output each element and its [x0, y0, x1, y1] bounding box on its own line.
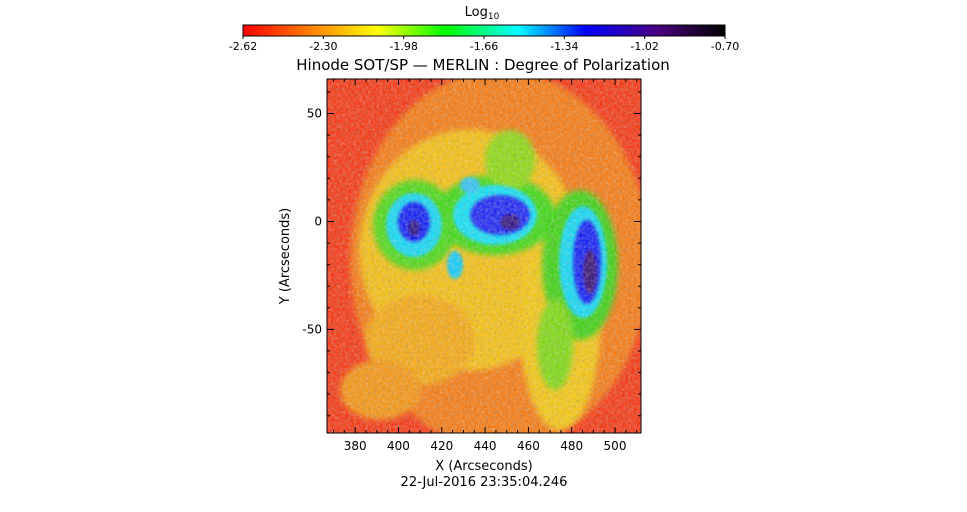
y-axis-ticks: 50 0 -50 — [302, 91, 641, 417]
x-tick-label: 400 — [387, 439, 410, 453]
x-tick-label: 480 — [560, 439, 583, 453]
y-tick-label: 50 — [307, 107, 322, 121]
colorbar-tick-label: -0.70 — [711, 40, 739, 53]
x-axis-ticks: 380 400 420 440 460 480 500 — [332, 79, 638, 453]
colorbar-tick-label: -2.62 — [229, 40, 257, 53]
x-tick-label: 460 — [517, 439, 540, 453]
chart-title: Hinode SOT/SP — MERLIN : Degree of Polar… — [296, 56, 670, 74]
heatmap-image — [327, 79, 641, 433]
y-axis-label: Y (Arcseconds) — [278, 208, 293, 305]
y-tick-label: -50 — [302, 322, 322, 336]
y-tick-label: 0 — [314, 214, 322, 228]
timestamp: 22-Jul-2016 23:35:04.246 — [401, 475, 568, 490]
colorbar-label: Log10 — [465, 5, 500, 22]
colorbar-tick-label: -1.34 — [550, 40, 578, 53]
x-tick-label: 440 — [474, 439, 497, 453]
colorbar-tick-label: -2.30 — [309, 40, 337, 53]
x-tick-label: 500 — [604, 439, 627, 453]
x-tick-label: 380 — [344, 439, 367, 453]
colorbar-tick-label: -1.98 — [389, 40, 417, 53]
colorbar-tick-label: -1.02 — [630, 40, 658, 53]
x-axis-label: X (Arcseconds) — [435, 459, 532, 474]
plot-frame — [326, 78, 642, 434]
colorbar-tick-label: -1.66 — [470, 40, 498, 53]
colorbar — [242, 24, 726, 37]
colorbar-ticks: -2.62 -2.30 -1.98 -1.66 -1.34 -1.02 -0.70 — [229, 36, 739, 53]
x-tick-label: 420 — [430, 439, 453, 453]
